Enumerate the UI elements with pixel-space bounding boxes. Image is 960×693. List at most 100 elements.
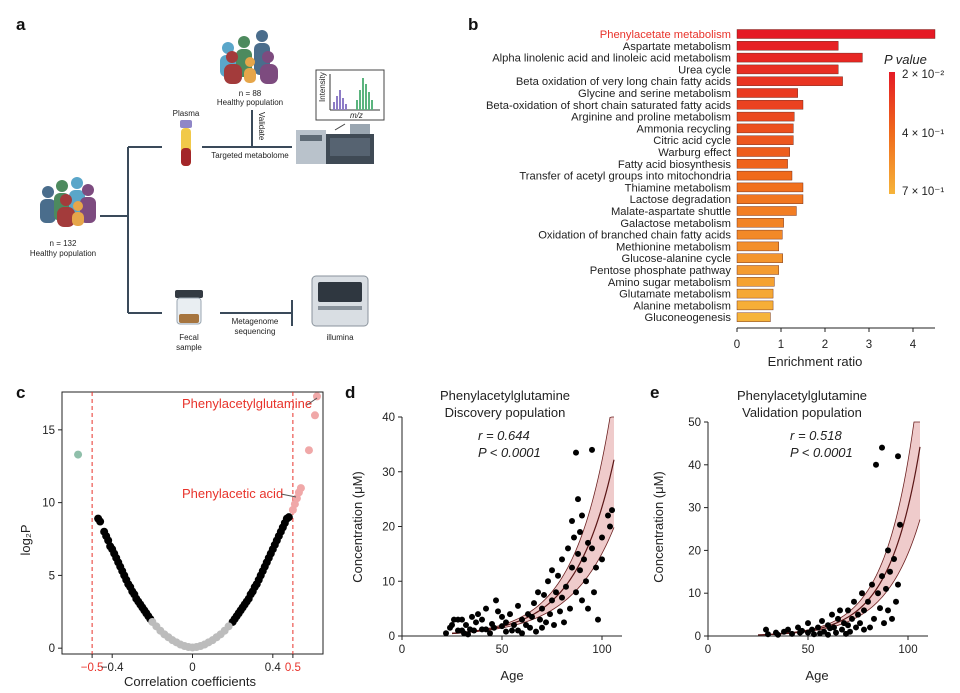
c-y-tick-label: 15 [42, 425, 55, 437]
d-title-line-1: Phenylacetylglutamine [440, 388, 570, 403]
data-point [775, 631, 781, 638]
data-point [563, 583, 569, 590]
pathway-label: Beta oxidation of very long chain fatty … [516, 76, 732, 88]
d-stat-r: r = 0.644 [478, 428, 530, 443]
data-point [549, 567, 555, 574]
mass-spectrometer-icon [296, 124, 374, 164]
fecal-label-2: sample [176, 343, 202, 352]
data-point [581, 556, 587, 563]
annotation-phenylacetylglutamine: Phenylacetylglutamine [182, 396, 312, 411]
legend-tick-2: 7 × 10⁻¹ [902, 186, 944, 198]
x-tick-label: 50 [496, 644, 509, 656]
data-point [529, 613, 535, 620]
data-point [595, 616, 601, 623]
e-stat-p: P < 0.0001 [790, 445, 853, 460]
data-point [533, 628, 539, 635]
e-title-line-2: Validation population [742, 405, 862, 420]
data-point [831, 624, 837, 631]
data-point [531, 600, 537, 607]
bar [736, 253, 783, 263]
data-point [859, 590, 865, 597]
data-point [569, 518, 575, 525]
c-x-tick-label: −0.4 [101, 662, 124, 674]
bar [736, 229, 783, 240]
data-point [545, 578, 551, 585]
bar [736, 288, 774, 299]
data-point [579, 597, 585, 604]
data-point [483, 626, 489, 633]
x-tick-label: 50 [802, 644, 815, 656]
branch-connector [100, 146, 162, 314]
pathway-label: Citric acid cycle [653, 135, 731, 147]
data-point [585, 539, 591, 546]
b-x-axis-label: Enrichment ratio [768, 354, 863, 369]
data-point [851, 598, 857, 605]
data-point [527, 624, 533, 631]
data-point [519, 616, 525, 623]
bar [736, 182, 804, 193]
spectrum-y-label: Intensity [318, 72, 327, 102]
panel-label-c: c [16, 383, 25, 402]
data-point [873, 461, 879, 468]
data-point [805, 620, 811, 627]
data-point [829, 611, 835, 618]
volcano-point [224, 622, 233, 631]
x-tick-label: 0 [399, 644, 405, 656]
data-point [883, 585, 889, 592]
data-point [559, 556, 565, 563]
data-point [571, 534, 577, 541]
bar-series [736, 29, 936, 322]
data-point [503, 628, 509, 635]
pathway-label: Malate-aspartate shuttle [611, 206, 731, 218]
data-point [809, 626, 815, 633]
y-tick-label: 10 [688, 588, 701, 600]
data-point [819, 618, 825, 625]
data-point [583, 578, 589, 585]
data-point [559, 594, 565, 601]
bar [736, 100, 804, 110]
illumina-label: illumina [326, 333, 354, 342]
volcano-point [284, 513, 293, 522]
data-point [573, 589, 579, 596]
data-point [549, 597, 555, 604]
volcano-point [310, 411, 319, 420]
data-point [465, 631, 471, 638]
c-x-tick-label: 0.5 [285, 662, 301, 674]
data-point [561, 619, 567, 626]
metagenome-label-1: Metagenome [232, 317, 279, 326]
cohort-validation-label: Healthy population [217, 98, 283, 107]
data-point [885, 547, 891, 554]
x-tick-label: 100 [592, 644, 611, 656]
data-point [473, 619, 479, 626]
legend-tick-0: 2 × 10⁻² [902, 69, 944, 81]
data-point [541, 591, 547, 598]
y-tick-label: 40 [688, 460, 701, 472]
panel-c: c 0 5 10 15 −0.5−0.4 0 0.4 0.5 log₂P Correlatio… [16, 383, 324, 689]
data-point [469, 613, 475, 620]
c-x-axis-label: Correlation coefficients [124, 674, 256, 689]
pathway-label: Beta-oxidation of short chain saturated … [486, 100, 731, 112]
bar [736, 76, 843, 86]
data-point [895, 581, 901, 588]
pathway-label: Aspartate metabolism [623, 41, 731, 53]
data-point [845, 622, 851, 629]
e-x-axis-label: Age [805, 668, 828, 683]
data-point [891, 555, 897, 562]
data-point [515, 602, 521, 609]
bar [736, 265, 779, 275]
data-point [479, 616, 485, 623]
y-tick-label: 10 [382, 576, 395, 588]
y-tick-label: 0 [389, 631, 395, 643]
data-point [795, 624, 801, 631]
data-point [865, 598, 871, 605]
pathway-label: Alanine metabolism [633, 300, 731, 312]
legend-title: P value [884, 52, 927, 67]
data-point [879, 444, 885, 451]
data-point [493, 597, 499, 604]
panel-label-e: e [650, 383, 659, 402]
bar [736, 170, 793, 181]
data-point [861, 626, 867, 633]
data-point [825, 631, 831, 638]
b-x-tick-label: 1 [778, 339, 784, 351]
